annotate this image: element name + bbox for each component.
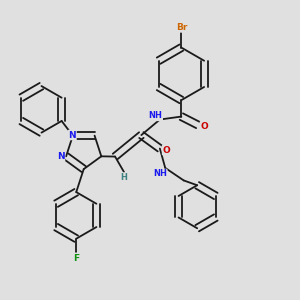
Text: O: O [163,146,170,154]
Text: Br: Br [176,23,187,32]
Text: N: N [57,152,64,161]
Text: NH: NH [153,169,167,178]
Text: NH: NH [148,112,162,121]
Text: F: F [73,254,79,262]
Text: O: O [200,122,208,131]
Text: H: H [121,173,128,182]
Text: N: N [68,130,76,140]
